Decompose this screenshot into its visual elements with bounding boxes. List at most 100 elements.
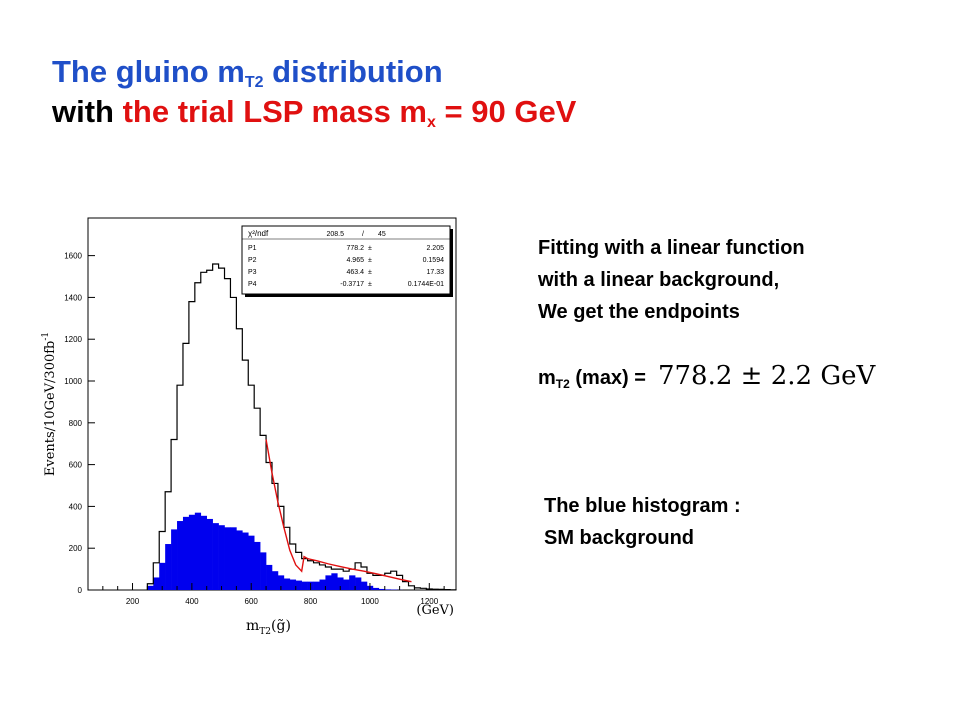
background-bar <box>248 535 255 590</box>
stats-param-error: 2.205 <box>426 245 444 252</box>
background-bar <box>182 516 190 590</box>
background-bar <box>295 580 302 590</box>
background-bar <box>313 581 320 590</box>
x-axis-unit: (GeV) <box>416 603 454 618</box>
mt2-histogram-chart: 0 200 400 600 800 1000 1200 1400 1600 200 400 600 80… <box>38 212 468 640</box>
fit-description-line-3: We get the endpoints <box>538 301 740 323</box>
background-bar <box>384 589 392 590</box>
x-tick-label: 600 <box>245 597 259 606</box>
background-bar <box>301 581 308 590</box>
background-bar <box>200 515 208 590</box>
stats-param-value: -0.3717 <box>340 281 364 288</box>
background-bar <box>212 523 219 590</box>
background-bar <box>230 527 237 590</box>
background-bar <box>236 530 243 590</box>
background-bar <box>153 577 160 590</box>
x-tick-label: 200 <box>126 597 140 606</box>
stats-param-error: 17.33 <box>426 269 444 276</box>
background-bar <box>260 552 267 590</box>
y-tick-label: 1000 <box>64 377 82 386</box>
signal-histogram-line <box>146 263 457 591</box>
y-tick-label: 1200 <box>64 335 82 344</box>
stats-param-pm: ± <box>368 281 372 288</box>
mt2-max-result: mT2 (max) = 778.2 ± 2.2 GeV <box>538 360 875 394</box>
title-line-1: The gluino mT2 distribution <box>52 54 443 91</box>
background-bar <box>277 575 285 590</box>
stats-param-value: 778.2 <box>346 245 364 252</box>
background-bar <box>165 544 172 590</box>
stats-param-name: P2 <box>248 257 257 264</box>
background-bar <box>188 514 196 590</box>
background-bar <box>337 577 344 590</box>
background-bar <box>361 581 368 590</box>
title-line-2: with the trial LSP mass mx = 90 GeV <box>52 94 577 131</box>
background-note-line-1: The blue histogram : <box>544 495 741 517</box>
background-bar <box>177 521 184 590</box>
stats-param-pm: ± <box>368 257 372 264</box>
background-bar <box>378 588 386 590</box>
stats-header-sep: / <box>362 231 364 238</box>
stats-param-name: P4 <box>248 281 257 288</box>
x-axis-label-arg: (g̃) <box>271 618 291 634</box>
histogram-svg: 0 200 400 600 800 1000 1200 1400 1600 200 400 600 80… <box>41 217 457 637</box>
background-note-line-2: SM background <box>544 527 695 549</box>
y-tick-label: 400 <box>69 502 83 511</box>
fit-description: Fitting with a linear function with a li… <box>538 232 875 394</box>
background-bar <box>159 562 166 590</box>
stats-param-pm: ± <box>368 269 372 276</box>
fit-curve <box>265 439 412 583</box>
background-bar <box>242 532 249 590</box>
stats-param-value: 463.4 <box>346 269 364 276</box>
background-bar <box>319 579 326 590</box>
background-bar <box>266 564 273 590</box>
x-axis-label: mT2(g̃) <box>246 618 291 637</box>
background-bar <box>325 575 332 590</box>
background-bar <box>254 541 261 590</box>
stats-param-error: 0.1744E-01 <box>408 281 444 288</box>
y-tick-label: 800 <box>69 419 83 428</box>
fit-description-line-1: Fitting with a linear function <box>538 237 805 259</box>
background-bar <box>283 578 291 590</box>
background-bar <box>349 575 356 590</box>
slide-title: The gluino mT2 distribution with the tri… <box>52 52 576 132</box>
stats-header-ndf: 45 <box>378 231 386 238</box>
background-bar <box>147 585 154 590</box>
x-axis-label-sub: T2 <box>259 627 271 637</box>
stats-param-name: P3 <box>248 269 257 276</box>
y-tick-label: 1400 <box>64 293 82 302</box>
y-axis-label-sup: -1 <box>41 332 51 341</box>
y-axis-label-text: Events/10GeV/300fb <box>43 341 58 477</box>
background-bar <box>331 573 338 590</box>
fit-description-line-2: with a linear background, <box>538 269 780 291</box>
background-bar <box>272 571 279 590</box>
stats-param-value: 4.965 <box>346 257 364 264</box>
background-bar <box>194 512 202 590</box>
x-tick-label: 800 <box>304 597 318 606</box>
stats-header-label: χ²/ndf <box>248 229 269 238</box>
background-bar <box>206 518 213 590</box>
background-bar <box>218 525 225 590</box>
trial-lsp-mass: the trial LSP mass mx = 90 GeV <box>122 94 577 131</box>
stats-box <box>241 225 451 295</box>
x-tick-label: 1000 <box>361 597 379 606</box>
stats-header-value: 208.5 <box>326 231 344 238</box>
background-bar <box>355 577 362 590</box>
background-bar <box>224 527 231 590</box>
mt2-max-value: 778.2 ± 2.2 GeV <box>657 361 876 391</box>
y-axis-label: Events/10GeV/300fb-1 <box>41 332 58 476</box>
y-tick-label: 600 <box>69 461 83 470</box>
background-bar <box>372 587 380 590</box>
y-tick-label: 0 <box>78 586 83 595</box>
x-axis-label-text: m <box>246 618 259 634</box>
mt2-max-label: mT2 (max) = <box>538 367 646 391</box>
background-bar <box>289 579 297 590</box>
background-note: The blue histogram : SM background <box>544 490 741 554</box>
stats-param-error: 0.1594 <box>423 257 445 264</box>
x-tick-label: 1200 <box>420 597 438 606</box>
x-tick-label: 400 <box>185 597 199 606</box>
y-tick-label: 1600 <box>64 252 82 261</box>
stats-param-pm: ± <box>368 245 372 252</box>
y-tick-label: 200 <box>69 544 83 553</box>
stats-param-name: P1 <box>248 245 257 252</box>
background-bar <box>343 579 350 590</box>
